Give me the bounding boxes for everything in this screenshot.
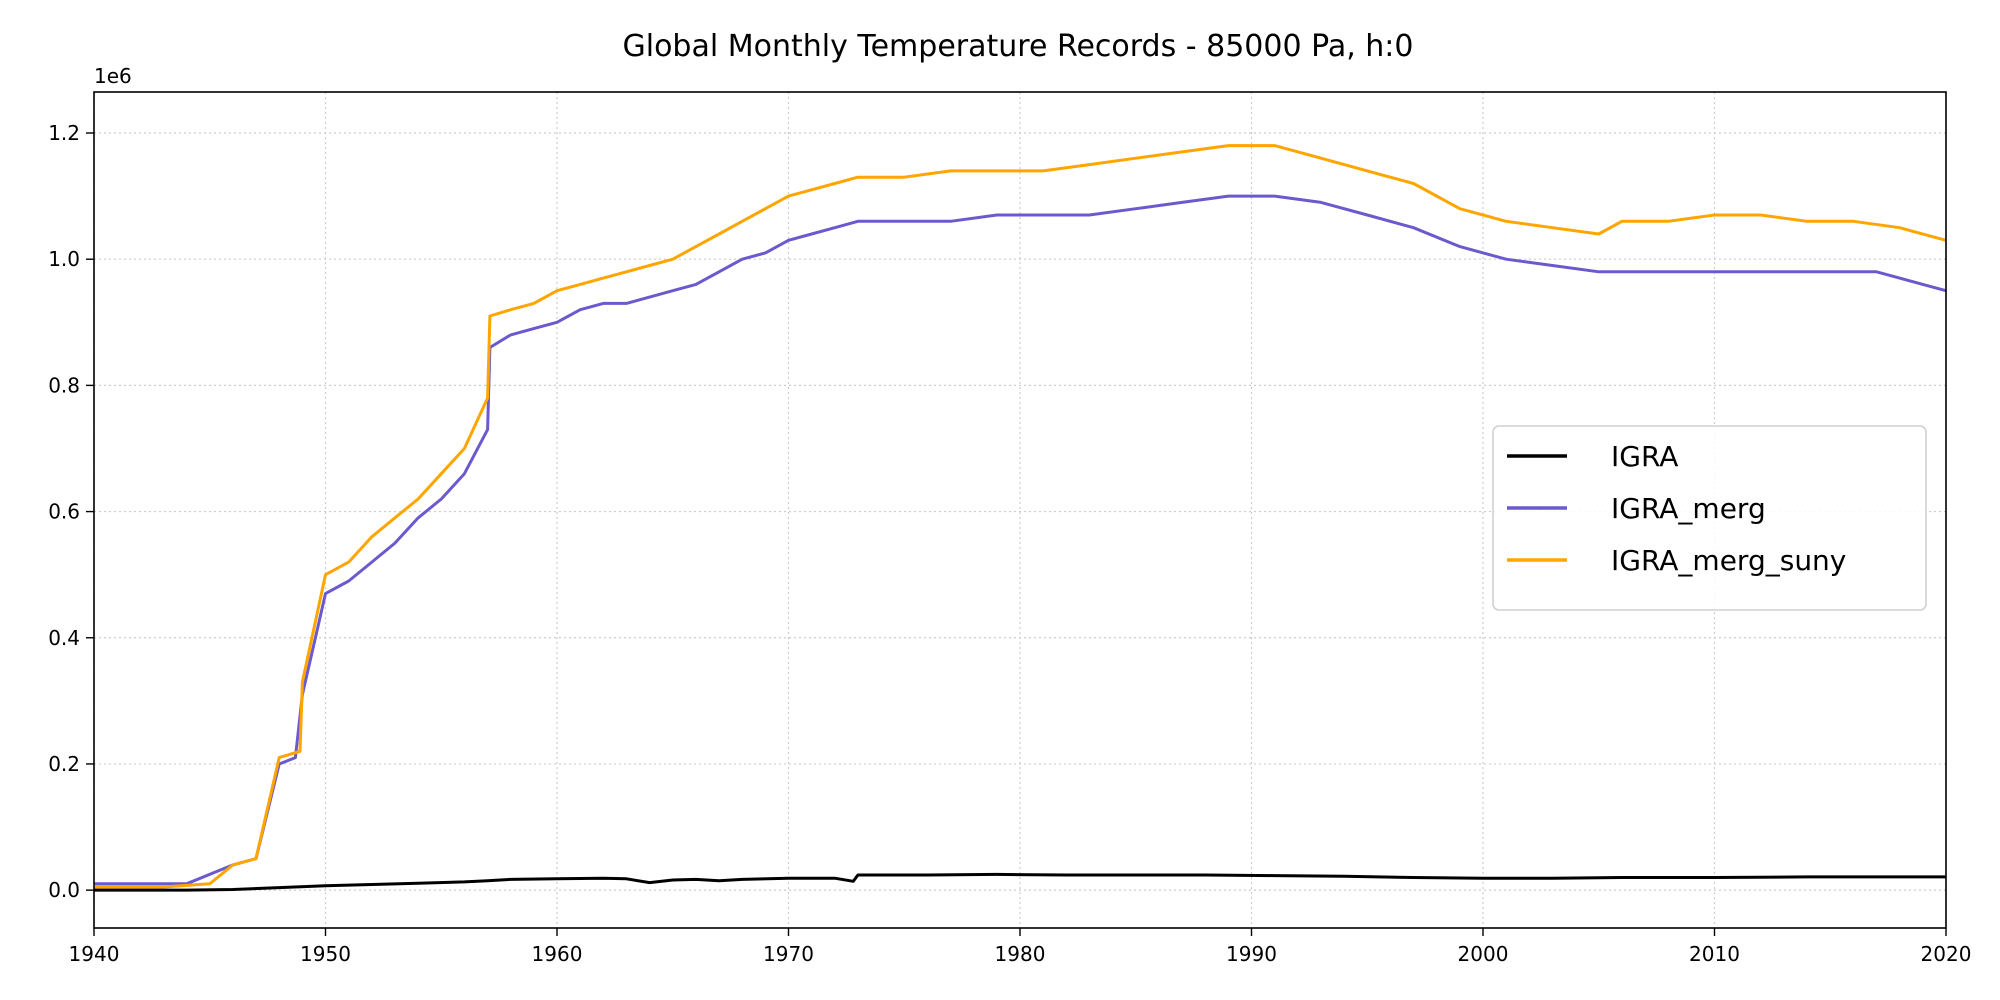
legend-box xyxy=(1492,425,1927,611)
x-tick-label: 1980 xyxy=(995,942,1046,966)
axes: 1940 1950 1960 1970 1980 1990 2000 2010 2020 0.0 0… xyxy=(48,91,1972,966)
series-line-igra-merg xyxy=(94,194,1947,886)
series-line-igra-merg-suny xyxy=(94,144,1947,889)
x-tick-label: 2010 xyxy=(1689,942,1740,966)
x-tick-label: 1990 xyxy=(1226,942,1277,966)
y-tick-label: 1.0 xyxy=(48,247,80,271)
x-tick-label: 1970 xyxy=(763,942,814,966)
y-tick-label: 0.4 xyxy=(48,626,80,650)
legend-label: IGRA_merg_suny xyxy=(1611,544,1846,577)
y-tick-label: 0.8 xyxy=(48,373,80,397)
y-offset-label: 1e6 xyxy=(94,64,132,88)
legend: IGRA IGRA_merg IGRA_merg_suny xyxy=(1492,425,1927,611)
series-line-igra xyxy=(94,872,1946,892)
legend-label: IGRA xyxy=(1611,440,1678,473)
legend-label: IGRA_merg xyxy=(1611,492,1766,525)
y-tick-label: 1.2 xyxy=(48,121,80,145)
chart-title: Global Monthly Temperature Records - 850… xyxy=(622,29,1413,64)
y-tick-label: 0.6 xyxy=(48,500,80,524)
x-tick-label: 2000 xyxy=(1458,942,1509,966)
x-tick-label: 1960 xyxy=(532,942,583,966)
x-tick-label: 1940 xyxy=(69,942,120,966)
x-tick-label: 2020 xyxy=(1921,942,1972,966)
y-tick-label: 0.2 xyxy=(48,752,80,776)
y-tick-label: 0.0 xyxy=(48,878,80,902)
x-tick-label: 1950 xyxy=(300,942,351,966)
plot-lines xyxy=(94,144,1947,892)
